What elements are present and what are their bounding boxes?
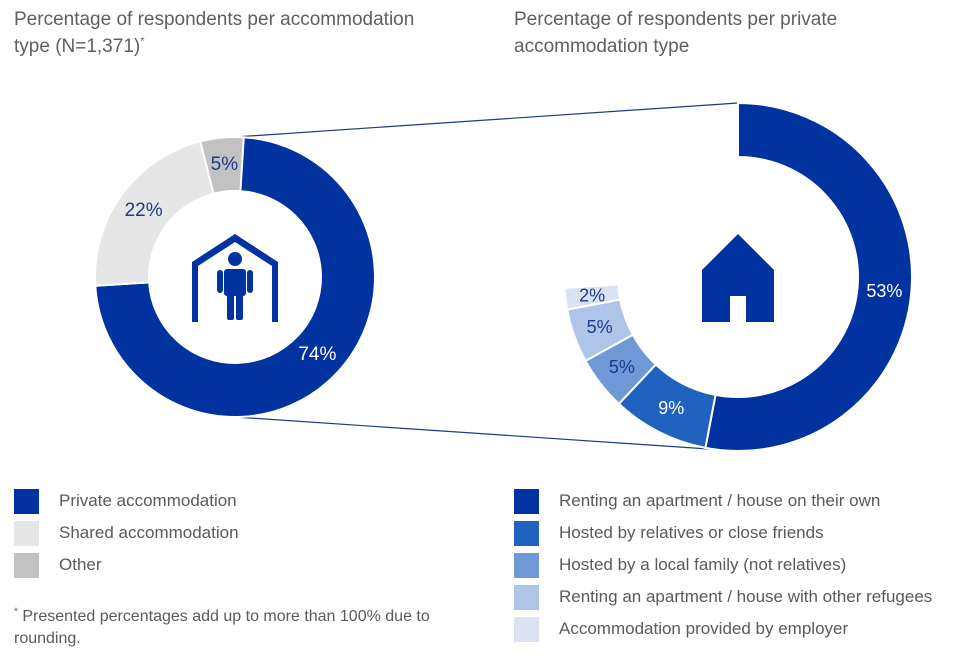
- data-label-hosted-by-relatives-or-close-friends: 9%: [658, 398, 684, 418]
- legend-label: Shared accommodation: [59, 523, 239, 542]
- legend-item-shared-accommodation: Shared accommodation: [14, 517, 239, 549]
- footnote-marker: *: [14, 606, 18, 618]
- chart-title-accommodation-type: Percentage of respondents per accommodat…: [14, 6, 454, 60]
- data-label-hosted-by-a-local-family-not-relatives: 5%: [609, 357, 635, 377]
- legend-accommodation-type: Private accommodation Shared accommodati…: [14, 485, 239, 581]
- chart-title-text: Percentage of respondents per accommodat…: [14, 9, 415, 57]
- legend-swatch: [514, 552, 539, 578]
- legend-item-provided-by-employer: Accommodation provided by employer: [514, 613, 932, 645]
- legend-swatch: [514, 616, 539, 642]
- legend-swatch: [14, 552, 39, 578]
- person-in-shelter-icon: [192, 234, 278, 322]
- legend-label: Hosted by relatives or close friends: [559, 523, 824, 542]
- legend-item-renting-with-refugees: Renting an apartment / house with other …: [514, 581, 932, 613]
- legend-swatch: [14, 520, 39, 546]
- donut-slice-other: [198, 136, 245, 195]
- legend-label: Other: [59, 555, 102, 574]
- legend-swatch: [514, 520, 539, 546]
- legend-item-private-accommodation: Private accommodation: [14, 485, 239, 517]
- legend-swatch: [514, 488, 539, 514]
- donut-slice-renting-an-apartment-house-on-their-own: [704, 101, 913, 452]
- donut-slice-private-accommodation: [94, 135, 376, 418]
- legend-item-other: Other: [14, 549, 239, 581]
- footnote-marker: *: [140, 35, 145, 48]
- connector-line-top: [234, 102, 739, 138]
- footnote: * Presented percentages add up to more t…: [14, 606, 484, 650]
- legend-label: Hosted by a local family (not relatives): [559, 555, 847, 574]
- donut-chart-private-accommodation-type: 53% 9% 5% 5% 2%: [563, 101, 913, 452]
- legend-label: Private accommodation: [59, 491, 237, 510]
- house-icon: [702, 234, 774, 322]
- data-label-renting-an-apartment-house-with-other-refugees: 5%: [587, 317, 613, 337]
- chart-title-private-accommodation-type: Percentage of respondents per private ac…: [514, 9, 838, 57]
- data-label-renting-an-apartment-house-on-their-own: 53%: [866, 281, 902, 301]
- legend-swatch: [514, 584, 539, 610]
- donut-slice-accommodation-provided-by-employer: [563, 283, 622, 311]
- legend-item-renting-on-own: Renting an apartment / house on their ow…: [514, 485, 932, 517]
- data-label-private-accommodation: 74%: [298, 344, 336, 365]
- legend-label: Accommodation provided by employer: [559, 619, 849, 638]
- data-label-shared-accommodation: 22%: [125, 200, 163, 221]
- connector-lines: [234, 102, 739, 452]
- data-label-accommodation-provided-by-employer: 2%: [579, 285, 605, 305]
- legend-label: Renting an apartment / house with other …: [559, 587, 933, 606]
- legend-label: Renting an apartment / house on their ow…: [559, 491, 881, 510]
- connector-line-bottom: [234, 416, 739, 452]
- footnote-text: Presented percentages add up to more tha…: [14, 608, 430, 647]
- legend-private-accommodation-type: Renting an apartment / house on their ow…: [514, 485, 932, 645]
- data-label-other: 5%: [211, 154, 239, 175]
- donut-chart-accommodation-type: 74% 22% 5%: [94, 135, 376, 418]
- donut-charts-canvas: 74% 22% 5% 53% 9% 5% 5% 2%: [94, 101, 913, 452]
- legend-item-hosted-by-relatives: Hosted by relatives or close friends: [514, 517, 932, 549]
- legend-item-hosted-by-local-family: Hosted by a local family (not relatives): [514, 549, 932, 581]
- legend-swatch: [14, 488, 39, 514]
